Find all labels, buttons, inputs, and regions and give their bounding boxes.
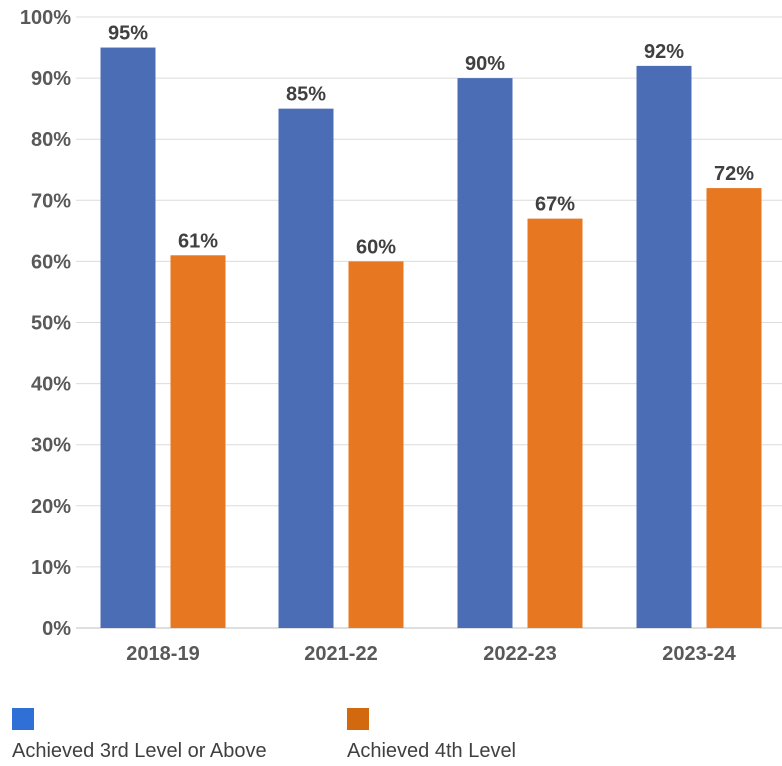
y-tick-label: 50% xyxy=(31,313,71,335)
data-label: 61% xyxy=(178,230,218,252)
y-tick-label: 20% xyxy=(31,496,71,518)
bar xyxy=(457,78,513,629)
y-tick-label: 80% xyxy=(31,129,71,151)
legend-label-series-2: Achieved 4th Level xyxy=(347,740,517,762)
bar xyxy=(100,47,156,629)
x-tick-label: 2021-22 xyxy=(304,643,377,665)
y-tick-label: 70% xyxy=(31,190,71,212)
bar xyxy=(527,218,583,628)
data-label: 72% xyxy=(714,163,754,185)
x-axis-ticks: 2018-19 2021-22 2022-23 2023-24 xyxy=(126,643,736,665)
legend-swatch-series-2 xyxy=(347,708,369,730)
bar xyxy=(278,108,334,628)
data-label: 67% xyxy=(535,194,575,216)
y-tick-label: 90% xyxy=(31,68,71,90)
y-axis-ticks: 0% 10% 20% 30% 40% 50% 60% 70% 80% 90% 100% xyxy=(20,7,71,640)
bar xyxy=(348,261,404,628)
bar xyxy=(636,65,692,628)
y-tick-label: 40% xyxy=(31,374,71,396)
data-label: 95% xyxy=(108,23,148,45)
bars xyxy=(100,47,762,629)
bar-chart: 0% 10% 20% 30% 40% 50% 60% 70% 80% 90% 100% 95% 85%… xyxy=(20,7,782,665)
y-tick-label: 0% xyxy=(42,618,71,640)
y-tick-label: 100% xyxy=(20,7,71,29)
y-tick-label: 60% xyxy=(31,251,71,273)
bar xyxy=(706,188,762,628)
legend-swatch-series-1 xyxy=(12,708,34,730)
x-tick-label: 2018-19 xyxy=(126,643,199,665)
y-tick-label: 30% xyxy=(31,435,71,457)
x-tick-label: 2023-24 xyxy=(662,643,736,665)
data-label: 60% xyxy=(356,236,396,258)
legend: Achieved 3rd Level or Above Achieved 4th… xyxy=(0,708,782,766)
bar xyxy=(170,255,226,629)
legend-label-series-1: Achieved 3rd Level or Above xyxy=(12,740,267,762)
data-label: 90% xyxy=(465,53,505,75)
data-label: 92% xyxy=(644,41,684,63)
data-label: 85% xyxy=(286,84,326,106)
legend-item-series-1: Achieved 3rd Level or Above xyxy=(12,708,267,763)
x-tick-label: 2022-23 xyxy=(483,643,556,665)
legend-item-series-2: Achieved 4th Level xyxy=(347,708,516,763)
data-labels: 95% 85% 90% 92% 61% 60% 67% 72% xyxy=(108,23,754,259)
y-tick-label: 10% xyxy=(31,557,71,579)
